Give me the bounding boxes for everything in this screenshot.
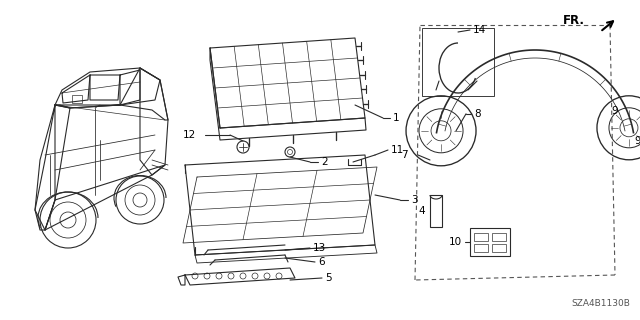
Text: 9: 9: [611, 106, 618, 116]
Text: 7: 7: [401, 150, 408, 160]
Text: 8: 8: [474, 109, 481, 119]
Bar: [474, 233, 488, 241]
Text: 11: 11: [391, 145, 404, 155]
Text: 3: 3: [411, 195, 418, 205]
Text: 14: 14: [473, 25, 486, 35]
Text: 9: 9: [634, 136, 640, 146]
Text: 6: 6: [318, 257, 324, 267]
Text: 1: 1: [393, 113, 399, 123]
Bar: [72, 95, 82, 103]
Text: FR.: FR.: [563, 13, 585, 27]
Text: SZA4B1130B: SZA4B1130B: [571, 299, 630, 308]
Text: 13: 13: [313, 243, 326, 253]
Text: 4: 4: [419, 206, 425, 216]
Bar: [492, 244, 506, 252]
Text: 10: 10: [449, 237, 462, 247]
Bar: [430, 195, 442, 227]
Bar: [474, 244, 488, 252]
Bar: [470, 228, 510, 256]
Text: 2: 2: [321, 157, 328, 167]
Text: 12: 12: [183, 130, 196, 140]
Bar: [492, 233, 506, 241]
Bar: [422, 28, 494, 96]
Text: 5: 5: [325, 273, 332, 283]
